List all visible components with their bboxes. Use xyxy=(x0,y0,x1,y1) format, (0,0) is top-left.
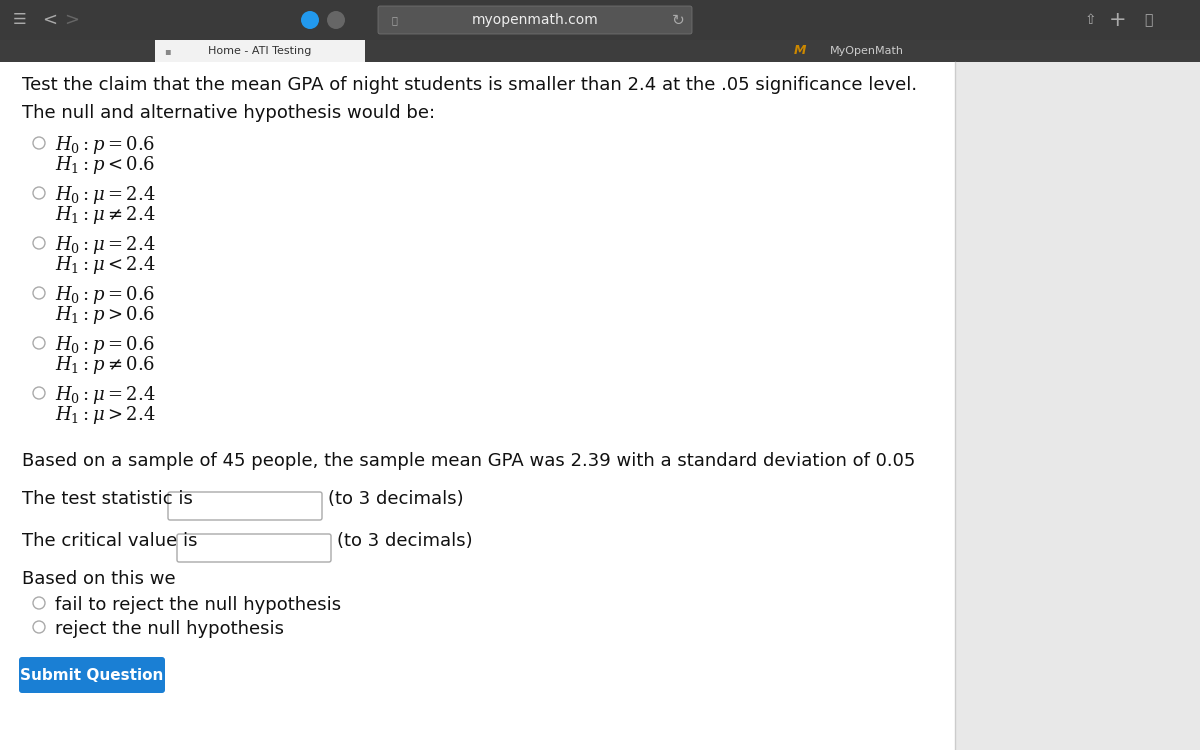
Text: <: < xyxy=(42,11,58,29)
Text: $H_1: p > 0.6$: $H_1: p > 0.6$ xyxy=(55,304,155,326)
Text: $H_0: p = 0.6$: $H_0: p = 0.6$ xyxy=(55,284,155,306)
Text: ☰: ☰ xyxy=(13,13,26,28)
Text: fail to reject the null hypothesis: fail to reject the null hypothesis xyxy=(55,596,341,614)
Text: reject the null hypothesis: reject the null hypothesis xyxy=(55,620,284,638)
Text: myopenmath.com: myopenmath.com xyxy=(472,13,599,27)
Text: $H_0: p = 0.6$: $H_0: p = 0.6$ xyxy=(55,134,155,156)
Text: Home - ATI Testing: Home - ATI Testing xyxy=(209,46,312,56)
Text: The null and alternative hypothesis would be:: The null and alternative hypothesis woul… xyxy=(22,104,436,122)
FancyBboxPatch shape xyxy=(0,62,955,750)
Text: Test the claim that the mean GPA of night students is smaller than 2.4 at the .0: Test the claim that the mean GPA of nigh… xyxy=(22,76,917,94)
FancyBboxPatch shape xyxy=(168,492,322,520)
Text: The critical value is: The critical value is xyxy=(22,532,198,550)
FancyBboxPatch shape xyxy=(178,534,331,562)
Text: >: > xyxy=(65,11,79,29)
Circle shape xyxy=(301,11,319,29)
Text: +: + xyxy=(1109,10,1127,30)
Text: $H_0: p = 0.6$: $H_0: p = 0.6$ xyxy=(55,334,155,356)
Text: $H_1: p \neq 0.6$: $H_1: p \neq 0.6$ xyxy=(55,354,155,376)
Text: ▪: ▪ xyxy=(163,46,170,56)
Text: Based on this we: Based on this we xyxy=(22,570,175,588)
Text: ⧉: ⧉ xyxy=(1144,13,1152,27)
FancyBboxPatch shape xyxy=(155,40,365,62)
FancyBboxPatch shape xyxy=(0,40,1200,62)
Text: (to 3 decimals): (to 3 decimals) xyxy=(337,532,473,550)
FancyBboxPatch shape xyxy=(955,62,1200,750)
Text: ↻: ↻ xyxy=(672,13,684,28)
Text: M: M xyxy=(793,44,806,58)
Text: (to 3 decimals): (to 3 decimals) xyxy=(328,490,463,508)
Text: ⇧: ⇧ xyxy=(1084,13,1096,27)
Text: $H_1: p < 0.6$: $H_1: p < 0.6$ xyxy=(55,154,155,176)
FancyBboxPatch shape xyxy=(19,657,166,693)
Text: The test statistic is: The test statistic is xyxy=(22,490,193,508)
Circle shape xyxy=(326,11,346,29)
FancyBboxPatch shape xyxy=(0,0,1200,40)
Text: $H_1: \mu < 2.4$: $H_1: \mu < 2.4$ xyxy=(55,254,156,276)
Text: $H_0: \mu = 2.4$: $H_0: \mu = 2.4$ xyxy=(55,184,156,206)
Text: $H_1: \mu \neq 2.4$: $H_1: \mu \neq 2.4$ xyxy=(55,204,156,226)
Text: Submit Question: Submit Question xyxy=(20,668,163,682)
Text: Based on a sample of 45 people, the sample mean GPA was 2.39 with a standard dev: Based on a sample of 45 people, the samp… xyxy=(22,452,916,470)
Text: 🔒: 🔒 xyxy=(391,15,397,25)
Text: $H_0: \mu = 2.4$: $H_0: \mu = 2.4$ xyxy=(55,234,156,256)
FancyBboxPatch shape xyxy=(378,6,692,34)
Text: MyOpenMath: MyOpenMath xyxy=(830,46,904,56)
Text: $H_1: \mu > 2.4$: $H_1: \mu > 2.4$ xyxy=(55,404,156,426)
Text: $H_0: \mu = 2.4$: $H_0: \mu = 2.4$ xyxy=(55,384,156,406)
